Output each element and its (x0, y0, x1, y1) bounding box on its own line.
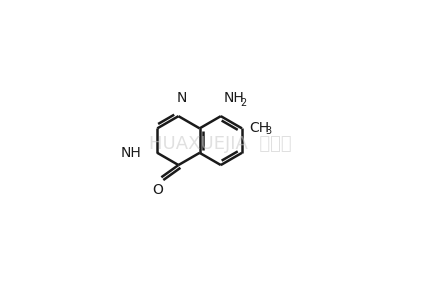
Text: CH: CH (249, 121, 269, 135)
Text: NH: NH (224, 91, 244, 105)
Text: N: N (177, 91, 187, 105)
Text: O: O (152, 183, 163, 197)
Text: HUAXUEJIA  化学加: HUAXUEJIA 化学加 (149, 135, 291, 153)
Text: NH: NH (120, 146, 141, 160)
Text: 2: 2 (240, 98, 246, 108)
Text: 3: 3 (265, 126, 271, 136)
